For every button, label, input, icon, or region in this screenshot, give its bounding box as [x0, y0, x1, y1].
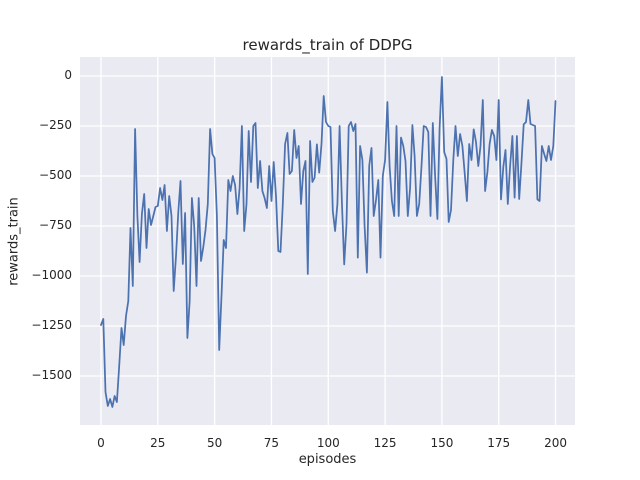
- y-tick-label: −1000: [31, 268, 72, 282]
- chart-title: rewards_train of DDPG: [242, 36, 413, 54]
- y-tick-label: −1250: [31, 318, 72, 332]
- x-tick-label: 150: [430, 436, 454, 450]
- y-tick-label: 0: [64, 68, 72, 82]
- x-tick-label: 75: [263, 436, 280, 450]
- y-tick-label: −750: [39, 218, 72, 232]
- x-tick-label: 200: [544, 436, 567, 450]
- y-tick-label: −250: [39, 118, 72, 132]
- y-tick-label: −500: [39, 168, 72, 182]
- x-tick-label: 50: [206, 436, 223, 450]
- x-tick-label: 25: [150, 436, 166, 450]
- y-tick-label: −1500: [31, 368, 72, 382]
- x-tick-label: 125: [373, 436, 397, 450]
- series-line-rewards_train: [100, 76, 557, 408]
- x-tick-label: 175: [487, 436, 511, 450]
- x-tick-label: 100: [316, 436, 340, 450]
- x-axis-label: episodes: [298, 452, 357, 467]
- x-tick-label: 0: [97, 436, 105, 450]
- plot-background: [80, 57, 575, 425]
